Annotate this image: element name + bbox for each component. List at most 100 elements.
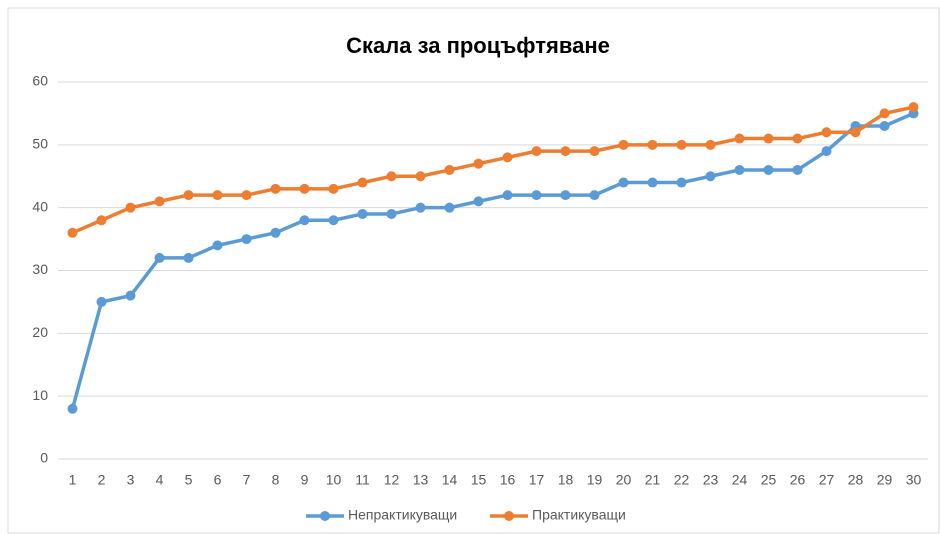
x-tick-label: 6 [214, 472, 222, 488]
x-tick-label: 18 [558, 472, 574, 488]
data-point [67, 403, 78, 414]
data-point [821, 146, 832, 157]
data-point [183, 190, 194, 201]
data-point [647, 139, 658, 150]
chart-title: Скала за процъфтяване [346, 33, 610, 58]
data-point [473, 196, 484, 207]
data-point [473, 158, 484, 169]
data-point [67, 227, 78, 238]
data-point [386, 171, 397, 182]
x-tick-label: 10 [326, 472, 342, 488]
x-tick-label: 8 [272, 472, 280, 488]
x-tick-label: 26 [790, 472, 806, 488]
x-tick-label: 14 [442, 472, 458, 488]
data-point [96, 215, 107, 226]
data-point [386, 208, 397, 219]
legend-label: Практикуващи [532, 507, 626, 523]
data-point [212, 190, 223, 201]
data-point [415, 202, 426, 213]
data-point [357, 177, 368, 188]
x-tick-label: 24 [732, 472, 748, 488]
data-point [502, 152, 513, 163]
data-point [183, 252, 194, 263]
x-tick-label: 11 [355, 472, 370, 488]
x-tick-label: 2 [98, 472, 106, 488]
y-tick-label: 40 [32, 198, 48, 214]
legend-swatch-marker [504, 511, 514, 521]
x-tick-label: 9 [301, 472, 309, 488]
y-tick-label: 50 [32, 136, 48, 152]
data-point [444, 164, 455, 175]
x-tick-label: 27 [819, 472, 835, 488]
data-point [299, 215, 310, 226]
data-point [763, 133, 774, 144]
data-point [908, 102, 919, 113]
data-point [502, 190, 513, 201]
data-point [705, 171, 716, 182]
x-tick-label: 15 [471, 472, 487, 488]
data-point [125, 290, 136, 301]
data-point [821, 127, 832, 138]
data-point [154, 252, 165, 263]
y-tick-label: 60 [32, 73, 48, 89]
legend-label: Непрактикуващи [348, 507, 457, 523]
data-point [531, 190, 542, 201]
x-tick-label: 19 [587, 472, 603, 488]
data-point [328, 183, 339, 194]
data-point [879, 120, 890, 131]
data-point [850, 127, 861, 138]
data-point [647, 177, 658, 188]
data-point [212, 240, 223, 251]
x-tick-label: 13 [413, 472, 429, 488]
x-tick-label: 1 [69, 472, 77, 488]
data-point [241, 190, 252, 201]
data-point [96, 296, 107, 307]
data-point [589, 146, 600, 157]
data-point [763, 164, 774, 175]
x-tick-label: 25 [761, 472, 777, 488]
x-tick-label: 30 [906, 472, 922, 488]
data-point [676, 177, 687, 188]
data-point [241, 234, 252, 245]
x-tick-label: 17 [529, 472, 545, 488]
data-point [705, 139, 716, 150]
data-point [357, 208, 368, 219]
data-point [792, 133, 803, 144]
data-point [676, 139, 687, 150]
x-tick-label: 7 [243, 472, 251, 488]
data-point [618, 177, 629, 188]
data-point [734, 164, 745, 175]
x-tick-label: 21 [645, 472, 661, 488]
data-point [734, 133, 745, 144]
data-point [792, 164, 803, 175]
data-point [618, 139, 629, 150]
data-point [328, 215, 339, 226]
data-point [299, 183, 310, 194]
x-tick-label: 23 [703, 472, 719, 488]
y-tick-label: 10 [32, 387, 48, 403]
data-point [589, 190, 600, 201]
data-point [879, 108, 890, 119]
x-tick-label: 12 [384, 472, 400, 488]
x-tick-label: 4 [156, 472, 164, 488]
data-point [560, 146, 571, 157]
y-tick-label: 0 [40, 450, 48, 466]
x-tick-label: 3 [127, 472, 135, 488]
data-point [270, 183, 281, 194]
data-point [154, 196, 165, 207]
data-point [560, 190, 571, 201]
data-point [125, 202, 136, 213]
x-tick-label: 20 [616, 472, 632, 488]
data-point [415, 171, 426, 182]
y-tick-label: 20 [32, 324, 48, 340]
x-tick-label: 29 [877, 472, 893, 488]
data-point [531, 146, 542, 157]
x-tick-label: 16 [500, 472, 516, 488]
legend-swatch-marker [320, 511, 330, 521]
y-tick-label: 30 [32, 261, 48, 277]
data-point [270, 227, 281, 238]
data-point [444, 202, 455, 213]
x-tick-label: 28 [848, 472, 864, 488]
